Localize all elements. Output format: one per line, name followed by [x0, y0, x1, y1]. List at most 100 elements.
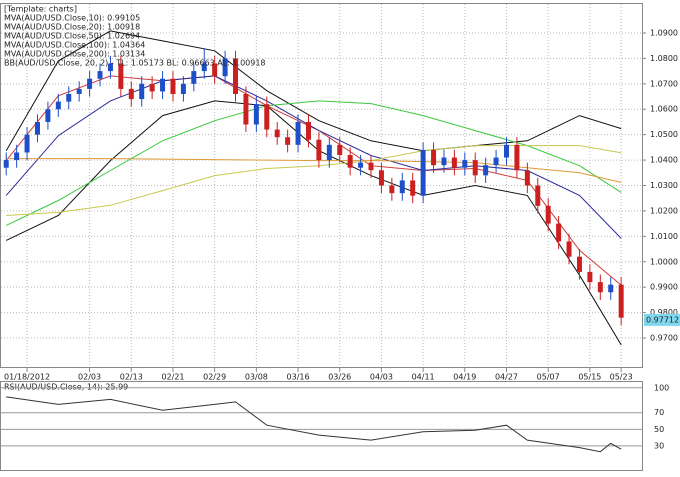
candle-body	[149, 83, 155, 92]
y-tick-label: 1.0000	[650, 257, 678, 266]
candle-body	[587, 271, 593, 283]
candle-body	[305, 121, 311, 140]
candle-body	[233, 58, 239, 94]
y-tick-label: 1.0100	[650, 232, 678, 241]
candle-body	[14, 152, 20, 161]
y-tick-label: 1.0800	[650, 54, 678, 63]
candle-body	[34, 121, 40, 135]
candle-body	[107, 63, 113, 72]
candle-body	[243, 93, 249, 125]
candle-body	[97, 71, 103, 79]
candle-body	[212, 63, 218, 77]
legend-entry: MVA(AUD/USD.Close,10): 0.99105	[4, 14, 140, 23]
candle-body	[55, 101, 61, 110]
y-tick-label: 1.0900	[650, 28, 678, 37]
candle-body	[45, 109, 51, 122]
y-tick-label: 50	[654, 425, 664, 434]
candle-body	[326, 144, 332, 161]
candle-body	[566, 241, 572, 257]
x-tick-label: 02/13	[120, 373, 143, 382]
legend-entry: MVA(AUD/USD.Close,100): 1.04364	[4, 41, 145, 50]
rsi-title: RSI(AUD/USD.Close, 14): 25.99	[4, 383, 128, 392]
x-tick-label: 04/19	[453, 373, 476, 382]
last-price-label: 0.97712	[646, 315, 679, 324]
y-tick-label: 1.0200	[650, 206, 678, 215]
candle-body	[274, 129, 280, 138]
candle-body	[191, 71, 197, 84]
bollinger-upper	[5, 30, 622, 152]
candle-body	[264, 104, 270, 130]
candle-body	[66, 93, 72, 102]
candle-body	[295, 121, 301, 145]
candle-body	[139, 83, 145, 100]
y-tick-label: 70	[654, 408, 664, 417]
candle-body	[420, 149, 426, 196]
x-tick-label: 02/21	[161, 373, 184, 382]
candle-body	[128, 88, 134, 100]
candle-body	[170, 78, 176, 94]
y-tick-label: 1.0300	[650, 181, 678, 190]
x-tick-label: 05/07	[537, 373, 560, 382]
x-tick-label: 02/03	[78, 373, 101, 382]
candle-body	[358, 162, 364, 168]
candle-body	[504, 144, 510, 158]
candle-body	[253, 104, 259, 125]
x-tick-label: 04/03	[370, 373, 393, 382]
template-label: [Template: charts]	[4, 5, 77, 14]
y-tick-label: 1.0500	[650, 130, 678, 139]
x-tick-label: 03/08	[245, 373, 268, 382]
legend-entry: MVA(AUD/USD.Close,50): 1.02694	[4, 32, 140, 41]
candle-body	[201, 63, 207, 72]
rsi-line	[6, 396, 622, 453]
candle-body	[576, 256, 582, 272]
legend-entry: MVA(AUD/USD.Close,20): 1.00918	[4, 23, 140, 32]
x-tick-label: 05/15	[578, 373, 601, 382]
y-tick-label: 0.9900	[650, 283, 678, 292]
candle-body	[3, 160, 9, 168]
candle-body	[180, 83, 186, 94]
x-tick-label: 03/26	[328, 373, 351, 382]
candle-body	[483, 165, 489, 176]
legend-entry: BB(AUD/USD.Close, 20, 2) - TL: 1.05173 B…	[4, 59, 266, 68]
x-tick-label: 04/27	[495, 373, 518, 382]
candle-body	[24, 134, 30, 153]
legend-entry: MVA(AUD/USD.Close,200): 1.03134	[4, 50, 145, 59]
candle-body	[493, 157, 499, 166]
candle-body	[514, 144, 520, 171]
candle-body	[556, 223, 562, 242]
candle-body	[472, 160, 478, 176]
candle-body	[462, 160, 468, 168]
candle-body	[285, 137, 291, 145]
candle-body	[378, 170, 384, 186]
candle-body	[337, 144, 343, 155]
x-tick-label: 04/11	[412, 373, 435, 382]
candle-body	[431, 149, 437, 166]
y-tick-label: 0.9700	[650, 334, 678, 343]
candle-body	[441, 157, 447, 166]
candle-body	[618, 284, 624, 318]
candle-body	[389, 185, 395, 194]
candle-body	[76, 88, 82, 94]
last-price-tag	[644, 313, 680, 326]
rsi-panel	[0, 381, 643, 471]
candle-body	[222, 58, 228, 77]
candle-body	[451, 157, 457, 168]
candle-body	[160, 78, 166, 92]
y-tick-label: 100	[654, 383, 669, 392]
candle-body	[597, 282, 603, 293]
candle-body	[524, 170, 530, 186]
y-tick-label: 1.0400	[650, 156, 678, 165]
x-tick-label: 02/29	[203, 373, 226, 382]
candle-body	[316, 139, 322, 161]
candle-body	[545, 205, 551, 224]
candle-body	[87, 78, 93, 89]
y-tick-label: 0.9800	[650, 308, 678, 317]
x-tick-label: 03/16	[287, 373, 310, 382]
candle-body	[118, 63, 124, 89]
x-tick-label: 05/23	[610, 373, 633, 382]
candle-body	[368, 162, 374, 171]
candle-body	[347, 154, 353, 168]
y-tick-label: 1.0600	[650, 105, 678, 114]
candle-body	[399, 180, 405, 194]
